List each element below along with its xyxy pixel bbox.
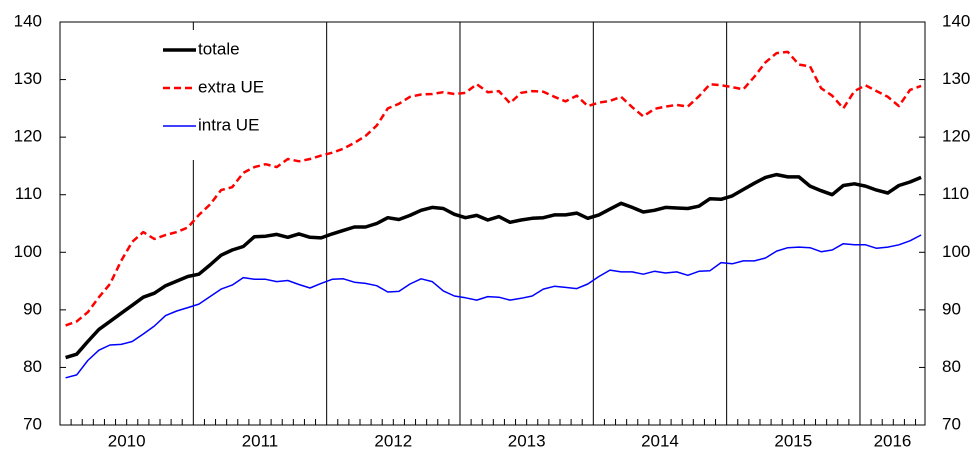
- x-tick-label: 2014: [641, 431, 679, 450]
- legend-label: extra UE: [198, 77, 264, 96]
- series-line: [65, 172, 922, 360]
- series-line: [65, 234, 922, 379]
- y-tick-label: 100: [14, 242, 42, 261]
- y2-tick-label: 140: [942, 11, 970, 30]
- y2-tick-label: 80: [942, 357, 961, 376]
- legend-label: intra UE: [198, 115, 259, 134]
- y-tick-label: 130: [14, 69, 42, 88]
- y2-tick-label: 130: [942, 69, 970, 88]
- y-tick-label: 120: [14, 127, 42, 146]
- y-tick-label: 70: [23, 414, 42, 433]
- y-tick-label: 110: [15, 184, 42, 203]
- x-tick-label: 2015: [774, 431, 812, 450]
- x-tick-label: 2010: [108, 431, 146, 450]
- y2-tick-label: 120: [942, 127, 970, 146]
- y2-tick-label: 90: [942, 299, 961, 318]
- y2-tick-label: 100: [942, 242, 970, 261]
- x-tick-label: 2011: [242, 431, 279, 450]
- y-tick-label: 140: [14, 11, 42, 30]
- x-tick-label: 2012: [374, 431, 412, 450]
- legend-label: totale: [198, 39, 240, 58]
- x-tick-label: 2016: [874, 431, 912, 450]
- y2-tick-label: 110: [942, 184, 969, 203]
- y2-tick-label: 70: [942, 414, 961, 433]
- series-line: [65, 50, 922, 327]
- x-tick-label: 2013: [508, 431, 546, 450]
- plot-frame: [59, 21, 926, 426]
- y-tick-label: 90: [23, 299, 42, 318]
- y-tick-label: 80: [23, 357, 42, 376]
